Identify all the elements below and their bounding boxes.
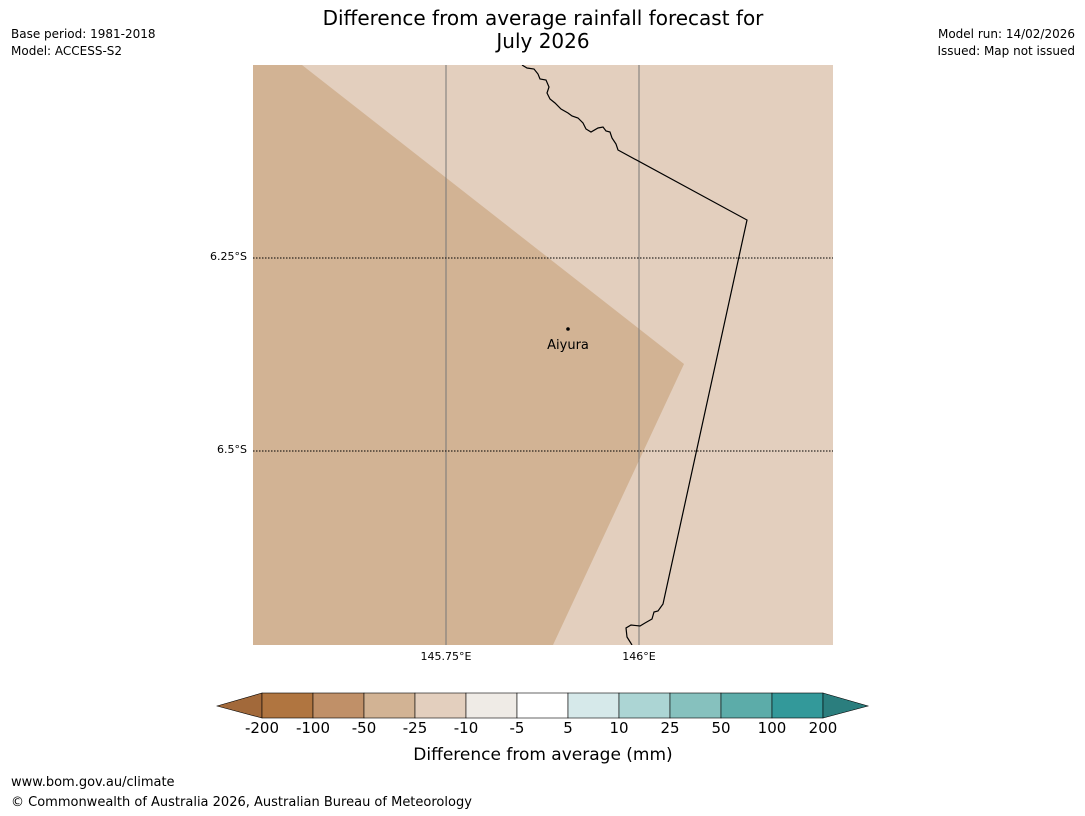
colorbar [216, 692, 870, 719]
colorbar-tick: 100 [757, 719, 787, 737]
colorbar-tick: -10 [453, 719, 479, 737]
colorbar-cell [363, 692, 416, 719]
map-title-line1: Difference from average rainfall forecas… [322, 6, 764, 30]
colorbar-cell [261, 692, 314, 719]
colorbar-tick: -100 [295, 719, 331, 737]
colorbar-cell [312, 692, 365, 719]
rainfall-area-dark [253, 65, 684, 645]
map-canvas[interactable]: Aiyura [253, 65, 833, 645]
colorbar-tick: 25 [660, 719, 680, 737]
lat-label-6-25: 6.25°S [210, 250, 247, 263]
colorbar-tick: -5 [509, 719, 525, 737]
colorbar-cell [465, 692, 518, 719]
metadata-left: Base period: 1981-2018 Model: ACCESS-S2 [11, 26, 156, 60]
colorbar-tick: 50 [711, 719, 731, 737]
lon-label-146: 146°E [622, 650, 656, 663]
colorbar-tick: -200 [244, 719, 280, 737]
colorbar-tick: -50 [351, 719, 377, 737]
colorbar-tick: 10 [609, 719, 629, 737]
model-run: Model run: 14/02/2026 [937, 27, 1075, 41]
colorbar-cell [720, 692, 773, 719]
lon-label-145-75: 145.75°E [420, 650, 472, 663]
colorbar-tick: -25 [402, 719, 428, 737]
aiyura-label: Aiyura [547, 338, 589, 353]
lat-label-6-5: 6.5°S [217, 443, 247, 456]
map-panel[interactable]: Aiyura [253, 65, 833, 645]
colorbar-cell [618, 692, 671, 719]
map-title: Difference from average rainfall forecas… [243, 7, 843, 53]
colorbar-cell [516, 692, 569, 719]
metadata-right: Model run: 14/02/2026 Issued: Map not is… [937, 26, 1075, 60]
colorbar-cell [414, 692, 467, 719]
map-title-line2: July 2026 [496, 29, 590, 53]
aiyura-marker[interactable] [566, 327, 570, 331]
issued-status: Issued: Map not issued [937, 44, 1075, 58]
model-name: Model: ACCESS-S2 [11, 44, 123, 58]
colorbar-cell [669, 692, 722, 719]
colorbar-title: Difference from average (mm) [413, 745, 673, 765]
colorbar-tick: 200 [808, 719, 838, 737]
colorbar-cell [771, 692, 824, 719]
footer-copyright: © Commonwealth of Australia 2026, Austra… [11, 795, 472, 810]
border-line [521, 65, 748, 645]
colorbar-tick: 5 [563, 719, 573, 737]
footer-url[interactable]: www.bom.gov.au/climate [11, 775, 175, 790]
colorbar-extend-high [822, 692, 870, 719]
colorbar-extend-low [216, 692, 263, 719]
colorbar-cell [567, 692, 620, 719]
colorbar-ticks: -200 -100 -50 -25 -10 -5 5 10 25 50 100 … [0, 719, 1085, 741]
base-period: Base period: 1981-2018 [11, 27, 156, 41]
